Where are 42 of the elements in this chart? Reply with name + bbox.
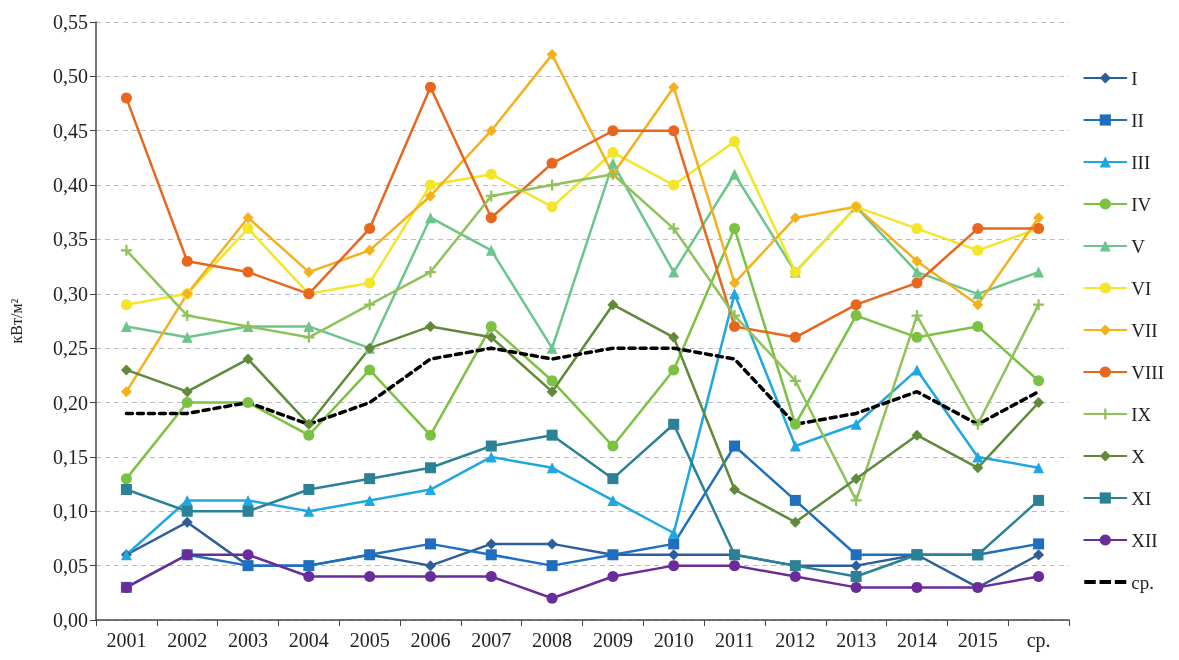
- legend-label: XII: [1131, 529, 1158, 551]
- y-tick-label: 0,15: [53, 445, 88, 468]
- legend-label: X: [1131, 445, 1146, 467]
- legend-label: III: [1131, 151, 1151, 173]
- x-tick-label: 2004: [288, 629, 329, 651]
- x-tick-label: 2001: [106, 629, 147, 651]
- y-tick-label: 0,55: [53, 11, 88, 33]
- x-tick-label: 2008: [532, 629, 573, 651]
- x-tick-label: 2015: [957, 629, 998, 651]
- y-tick-label: 0,10: [53, 500, 88, 523]
- x-tick-label: ср.: [1026, 629, 1051, 652]
- x-tick-label: 2005: [349, 629, 390, 651]
- legend-label: IV: [1131, 193, 1152, 215]
- x-tick-label: 2006: [410, 629, 451, 651]
- x-tick-label: 2012: [775, 629, 816, 651]
- legend-label: ср.: [1131, 571, 1154, 593]
- legend-label: VII: [1131, 319, 1158, 341]
- y-tick-label: 0,05: [53, 554, 88, 577]
- legend-label: II: [1131, 109, 1144, 131]
- legend-label: V: [1131, 235, 1146, 257]
- legend-label: I: [1131, 67, 1138, 89]
- x-tick-label: 2009: [592, 629, 633, 651]
- y-axis-title: кВт/м²: [7, 298, 25, 344]
- y-tick-label: 0,00: [53, 609, 88, 631]
- y-tick-label: 0,25: [53, 337, 88, 360]
- legend-label: VI: [1131, 277, 1152, 299]
- y-tick-label: 0,50: [53, 65, 88, 88]
- x-tick-label: 2013: [836, 629, 877, 651]
- legend-label: IX: [1131, 403, 1152, 425]
- x-tick-label: 2014: [896, 629, 937, 651]
- legend-label: VIII: [1131, 361, 1164, 383]
- y-tick-label: 0,30: [53, 282, 88, 305]
- y-tick-label: 0,20: [53, 391, 88, 414]
- y-tick-label: 0,45: [53, 119, 88, 142]
- x-tick-label: 2003: [228, 629, 269, 651]
- y-tick-label: 0,35: [53, 228, 88, 251]
- x-tick-label: 2007: [471, 629, 512, 651]
- x-tick-label: 2010: [653, 629, 694, 651]
- x-tick-label: 2011: [714, 629, 755, 651]
- legend-label: XI: [1131, 487, 1152, 509]
- x-tick-label: 2002: [167, 629, 208, 651]
- y-tick-label: 0,40: [53, 174, 88, 197]
